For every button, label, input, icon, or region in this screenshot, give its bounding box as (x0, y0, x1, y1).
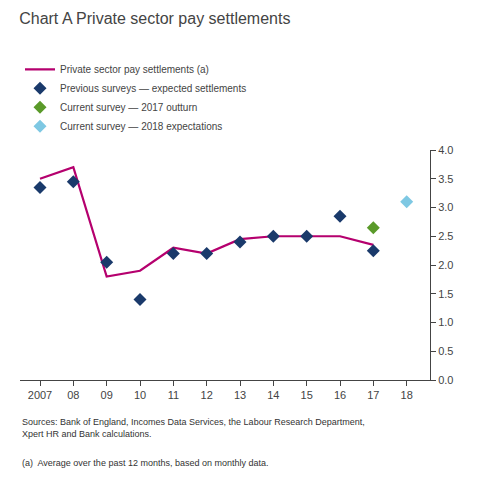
svg-text:1.5: 1.5 (438, 288, 453, 300)
svg-text:08: 08 (67, 389, 79, 401)
svg-text:2.0: 2.0 (438, 259, 453, 271)
svg-text:Private sector pay settlements: Private sector pay settlements (a) (60, 64, 209, 75)
svg-text:15: 15 (301, 389, 313, 401)
svg-text:09: 09 (101, 389, 113, 401)
svg-text:3.0: 3.0 (438, 201, 453, 213)
svg-text:Chart A Private sector pay set: Chart A Private sector pay settlements (19, 10, 290, 27)
svg-text:4.0: 4.0 (438, 144, 453, 156)
svg-text:13: 13 (234, 389, 246, 401)
svg-text:Current survey — 2018 expectat: Current survey — 2018 expectations (60, 121, 222, 132)
svg-text:10: 10 (134, 389, 146, 401)
svg-text:Previous surveys — expected se: Previous surveys — expected settlements (60, 83, 246, 94)
svg-text:14: 14 (267, 389, 279, 401)
svg-text:3.5: 3.5 (438, 173, 453, 185)
svg-text:17: 17 (367, 389, 379, 401)
svg-text:1.0: 1.0 (438, 316, 453, 328)
svg-text:0.5: 0.5 (438, 345, 453, 357)
svg-text:18: 18 (401, 389, 413, 401)
svg-text:2.5: 2.5 (438, 230, 453, 242)
svg-text:16: 16 (334, 389, 346, 401)
svg-text:Sources: Bank of England, Inco: Sources: Bank of England, Incomes Data S… (22, 417, 365, 439)
svg-text:11: 11 (168, 389, 179, 401)
svg-text:Current survey — 2017 outturn: Current survey — 2017 outturn (60, 102, 197, 113)
svg-text:12: 12 (201, 389, 213, 401)
svg-text:0.0: 0.0 (438, 374, 453, 386)
svg-text:2007: 2007 (28, 389, 52, 401)
svg-text:(a) Average over the past 12: (a) Average over the past 12 months, bas… (22, 458, 269, 468)
